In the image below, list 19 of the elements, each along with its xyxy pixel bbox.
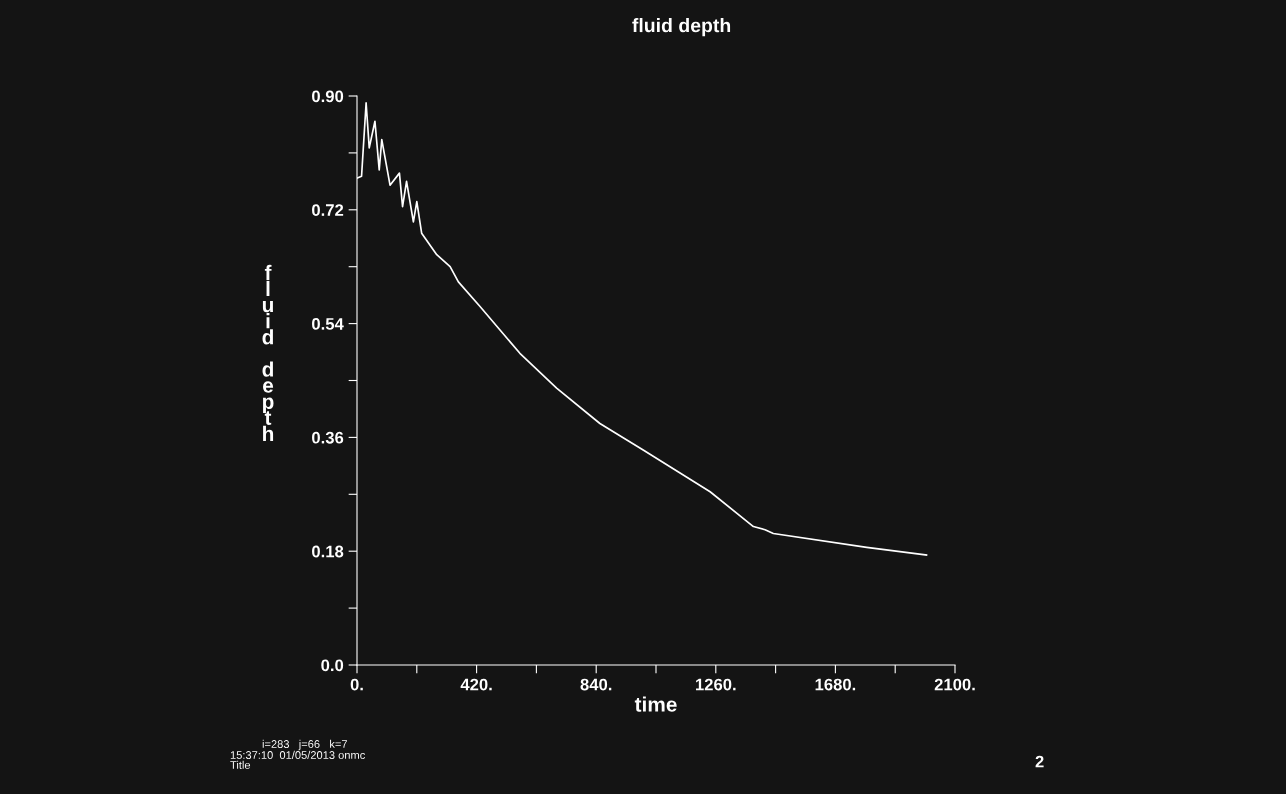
x-tick-label: 840. bbox=[580, 678, 612, 691]
chart-title: fluid depth bbox=[632, 18, 731, 37]
x-tick-label: 1260. bbox=[696, 678, 736, 691]
y-tick-label: 0.72 bbox=[312, 204, 344, 216]
y-tick-label: 0.36 bbox=[312, 431, 344, 444]
x-tick-label: 0. bbox=[350, 678, 363, 691]
y-tick-label: 0.54 bbox=[312, 318, 344, 330]
x-tick-label: 2100. bbox=[934, 678, 975, 691]
text: i=283 j=66 k=7 bbox=[262, 739, 347, 751]
y-tick-label: 0.90 bbox=[312, 90, 344, 103]
text: fluid depth bbox=[262, 264, 274, 441]
text: 2 bbox=[1035, 755, 1044, 768]
x-tick-label: 420. bbox=[460, 678, 492, 691]
x-tick-label: 1680. bbox=[815, 678, 856, 691]
text: 15:37:10 01/05/2013 onmc bbox=[230, 750, 365, 759]
y-tick-label: 0.0 bbox=[321, 659, 344, 672]
y-tick-label: 0.18 bbox=[312, 545, 344, 558]
text: Title bbox=[230, 760, 251, 769]
x-axis-title: time bbox=[634, 696, 677, 712]
